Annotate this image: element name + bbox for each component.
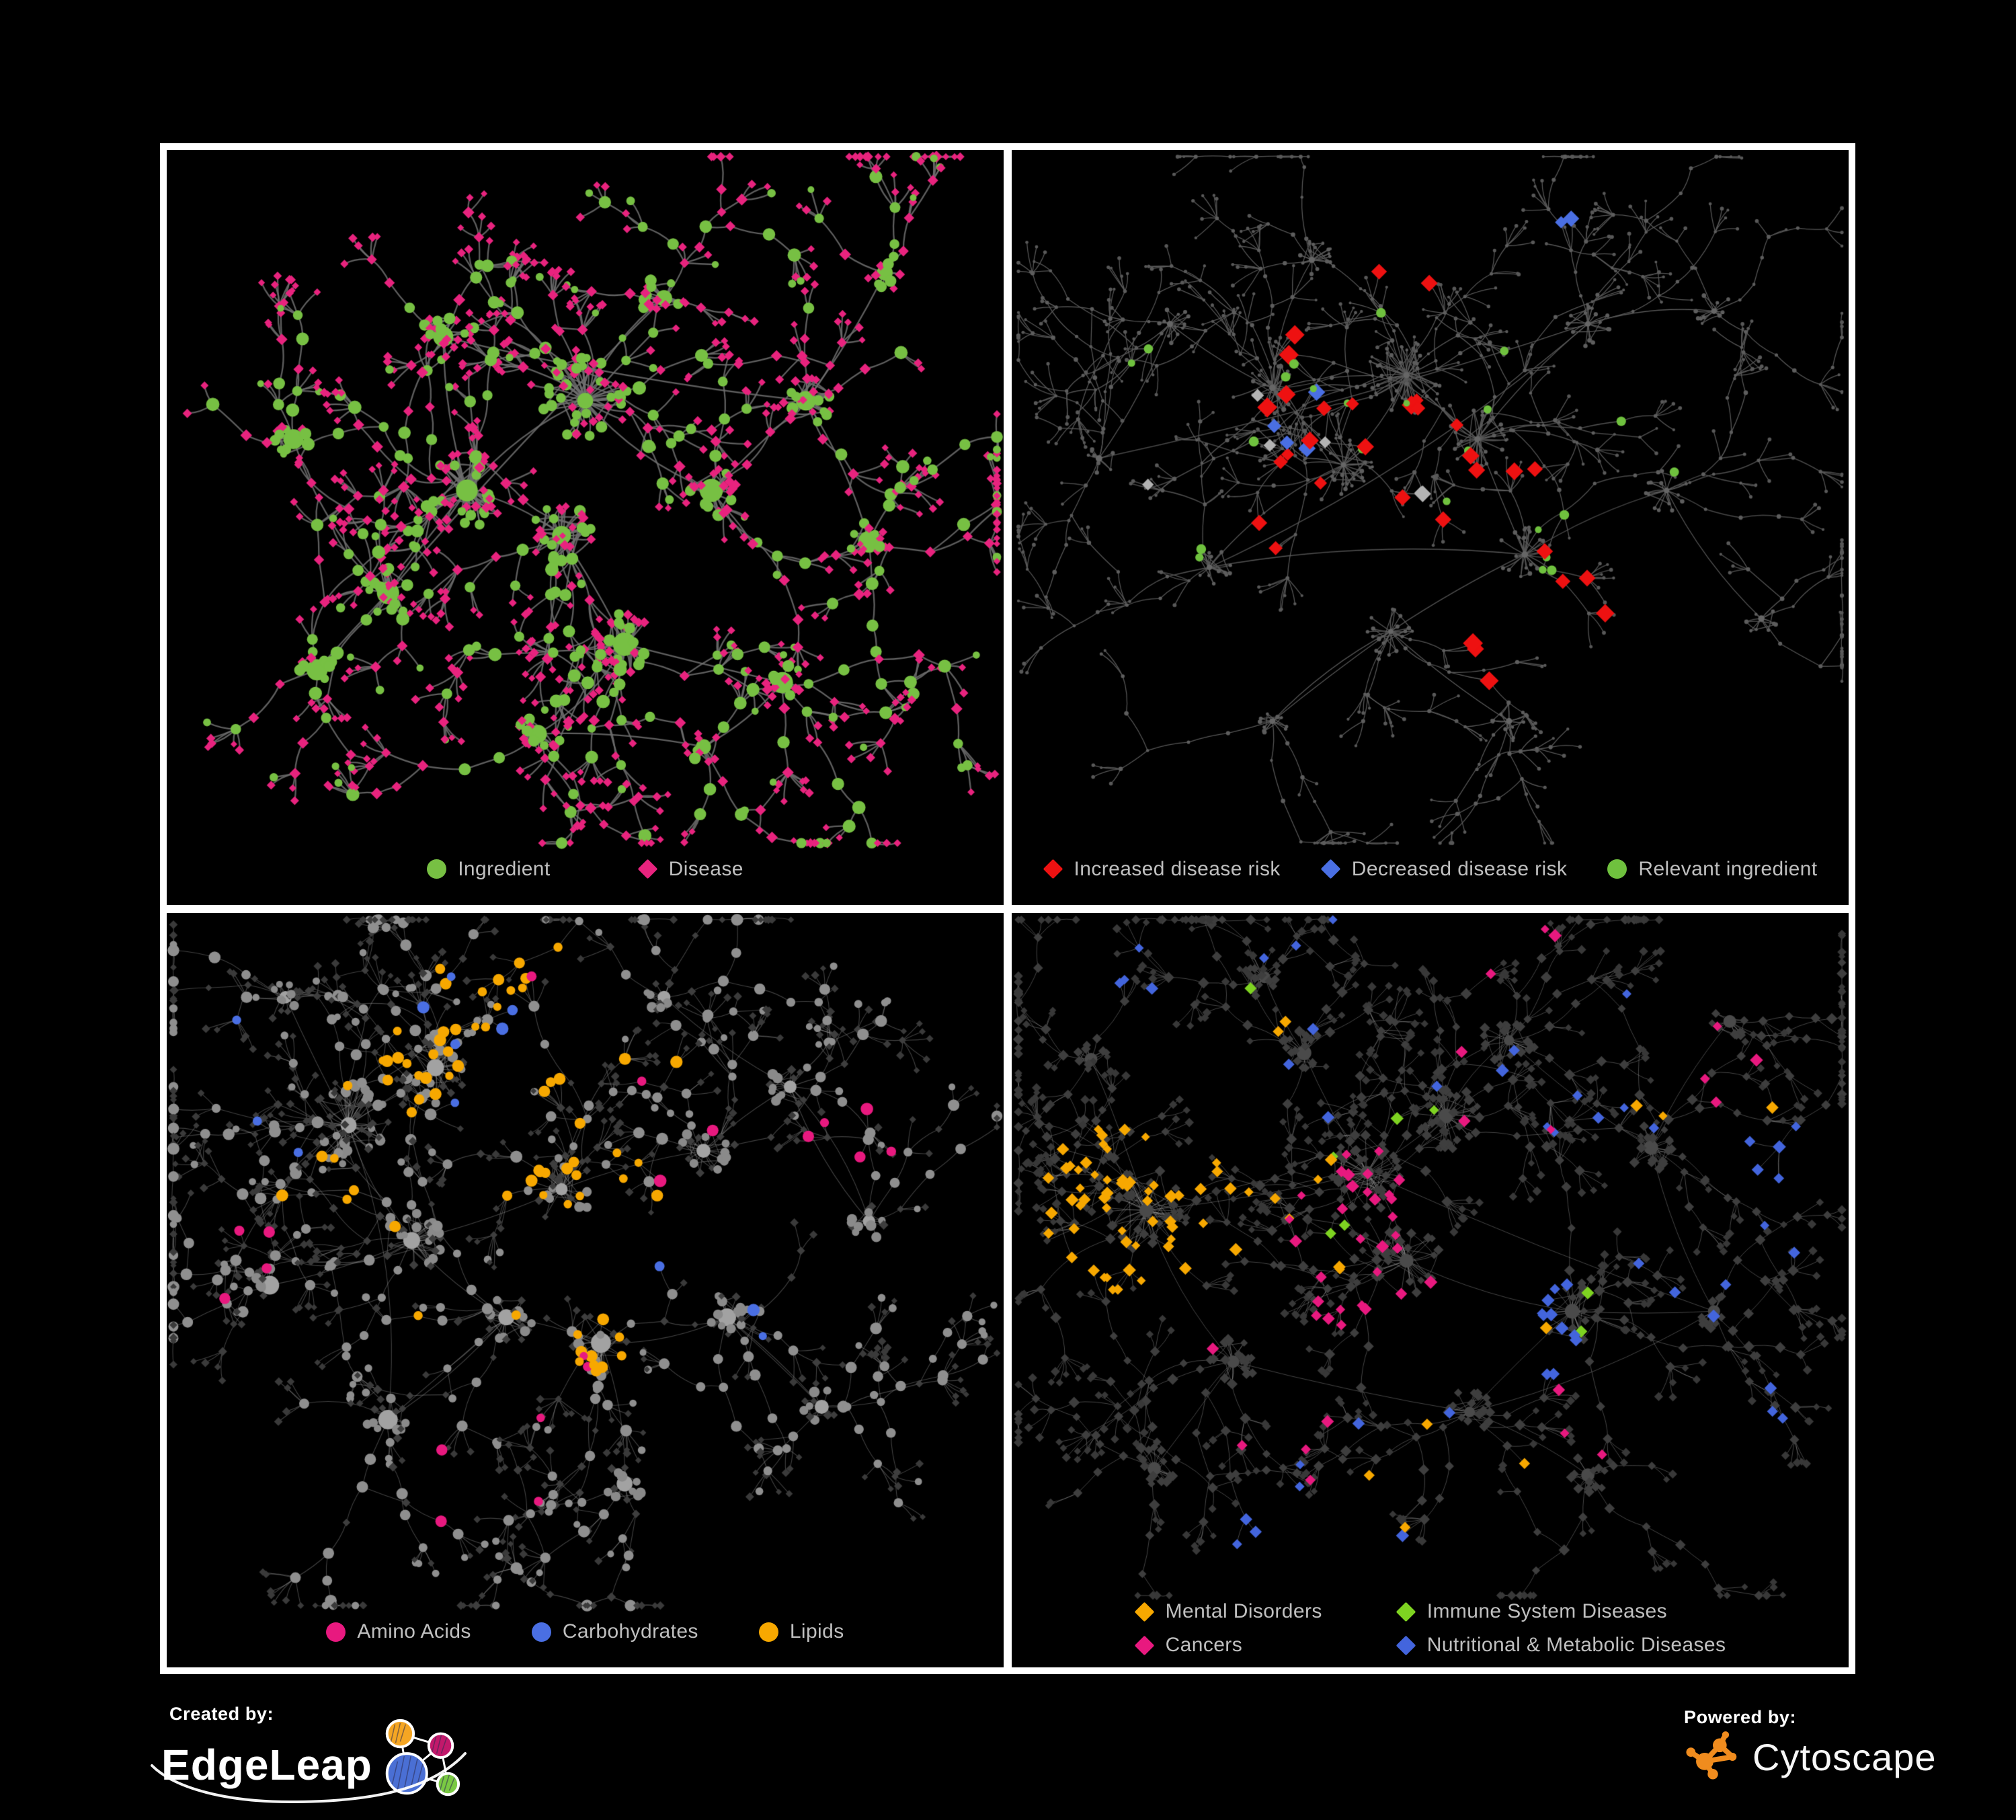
nutritional-metabolic-diseases-diamond-icon bbox=[1396, 1635, 1416, 1655]
ingredient-circle-icon bbox=[427, 859, 447, 879]
legend-item-cancers: Cancers bbox=[1134, 1634, 1322, 1657]
legend-nutrients: Amino Acids Carbohydrates Lipids bbox=[167, 1620, 1004, 1643]
lipids-circle-icon bbox=[758, 1622, 778, 1642]
legend-label: Increased disease risk bbox=[1074, 857, 1281, 880]
legend-ingredient-disease: Ingredient Disease bbox=[167, 858, 1004, 881]
legend-label: Lipids bbox=[789, 1620, 844, 1643]
legend-item-nutritional-metabolic-diseases: Nutritional & Metabolic Diseases bbox=[1396, 1634, 1726, 1657]
legend-disease-risk: Increased disease risk Decreased disease… bbox=[1012, 858, 1849, 881]
cytoscape-branding: Powered by: Cytoscape bbox=[1684, 1707, 1937, 1786]
mental-disorders-diamond-icon bbox=[1134, 1601, 1154, 1622]
disease-classes-network-canvas bbox=[1012, 912, 1849, 1667]
panel-ingredient-disease: Ingredient Disease bbox=[167, 150, 1004, 905]
ingredient-disease-network-canvas bbox=[167, 150, 1004, 905]
legend-label: Mental Disorders bbox=[1165, 1600, 1322, 1622]
panel-disease-risk: Increased disease risk Decreased disease… bbox=[1012, 150, 1849, 905]
disease-diamond-icon bbox=[637, 859, 657, 879]
legend-item-mental-disorders: Mental Disorders bbox=[1134, 1600, 1322, 1623]
legend-item-ingredient: Ingredient bbox=[427, 858, 550, 881]
legend-label: Ingredient bbox=[458, 857, 551, 880]
legend-item-carbohydrates: Carbohydrates bbox=[531, 1620, 698, 1643]
legend-label: Cancers bbox=[1165, 1634, 1243, 1656]
amino-acids-circle-icon bbox=[326, 1622, 346, 1642]
legend-item-disease: Disease bbox=[637, 857, 743, 881]
edgeleap-branding: Created by: EdgeLeap bbox=[151, 1704, 472, 1805]
created-by-label: Created by: bbox=[169, 1704, 274, 1724]
legend-item-increased-risk: Increased disease risk bbox=[1043, 858, 1281, 881]
legend-disease-classes: Mental Disorders Immune System Diseases … bbox=[1012, 1600, 1849, 1657]
legend-label: Carbohydrates bbox=[562, 1620, 698, 1643]
decreased-risk-diamond-icon bbox=[1320, 859, 1341, 879]
disease-risk-network-canvas bbox=[1012, 150, 1849, 905]
immune-system-diseases-diamond-icon bbox=[1396, 1601, 1416, 1622]
powered-by-label: Powered by: bbox=[1684, 1707, 1797, 1727]
cytoscape-wordmark: Cytoscape bbox=[1752, 1735, 1937, 1778]
legend-label: Nutritional & Metabolic Diseases bbox=[1426, 1634, 1726, 1656]
relevant-ingredient-circle-icon bbox=[1607, 859, 1627, 879]
cytoscape-brand-row: Cytoscape bbox=[1684, 1728, 1937, 1786]
legend-label: Immune System Diseases bbox=[1426, 1600, 1667, 1622]
nutrients-network-canvas bbox=[167, 912, 1004, 1667]
legend-item-amino-acids: Amino Acids bbox=[326, 1620, 471, 1643]
legend-label: Decreased disease risk bbox=[1351, 857, 1568, 880]
edgeleap-brand-row: EdgeLeap bbox=[161, 1718, 472, 1805]
edgeleap-logo-icon bbox=[385, 1718, 460, 1796]
edgeleap-wordmark: EdgeLeap bbox=[161, 1740, 372, 1789]
panel-nutrients: Amino Acids Carbohydrates Lipids bbox=[167, 912, 1004, 1667]
legend-item-relevant-ingredient: Relevant ingredient bbox=[1607, 858, 1817, 881]
legend-label: Relevant ingredient bbox=[1638, 857, 1818, 880]
legend-item-decreased-risk: Decreased disease risk bbox=[1320, 857, 1568, 881]
legend-label: Amino Acids bbox=[357, 1620, 471, 1643]
carbohydrates-circle-icon bbox=[531, 1622, 551, 1642]
panel-disease-classes: Mental Disorders Immune System Diseases … bbox=[1012, 912, 1849, 1667]
legend-item-lipids: Lipids bbox=[758, 1620, 844, 1643]
cytoscape-logo-icon bbox=[1686, 1731, 1737, 1780]
figure-grid: Ingredient Disease Increased disease ris… bbox=[160, 143, 1855, 1674]
increased-risk-diamond-icon bbox=[1043, 859, 1063, 879]
legend-item-immune-system-diseases: Immune System Diseases bbox=[1396, 1600, 1726, 1623]
cancers-diamond-icon bbox=[1134, 1635, 1154, 1655]
legend-label: Disease bbox=[668, 857, 743, 880]
